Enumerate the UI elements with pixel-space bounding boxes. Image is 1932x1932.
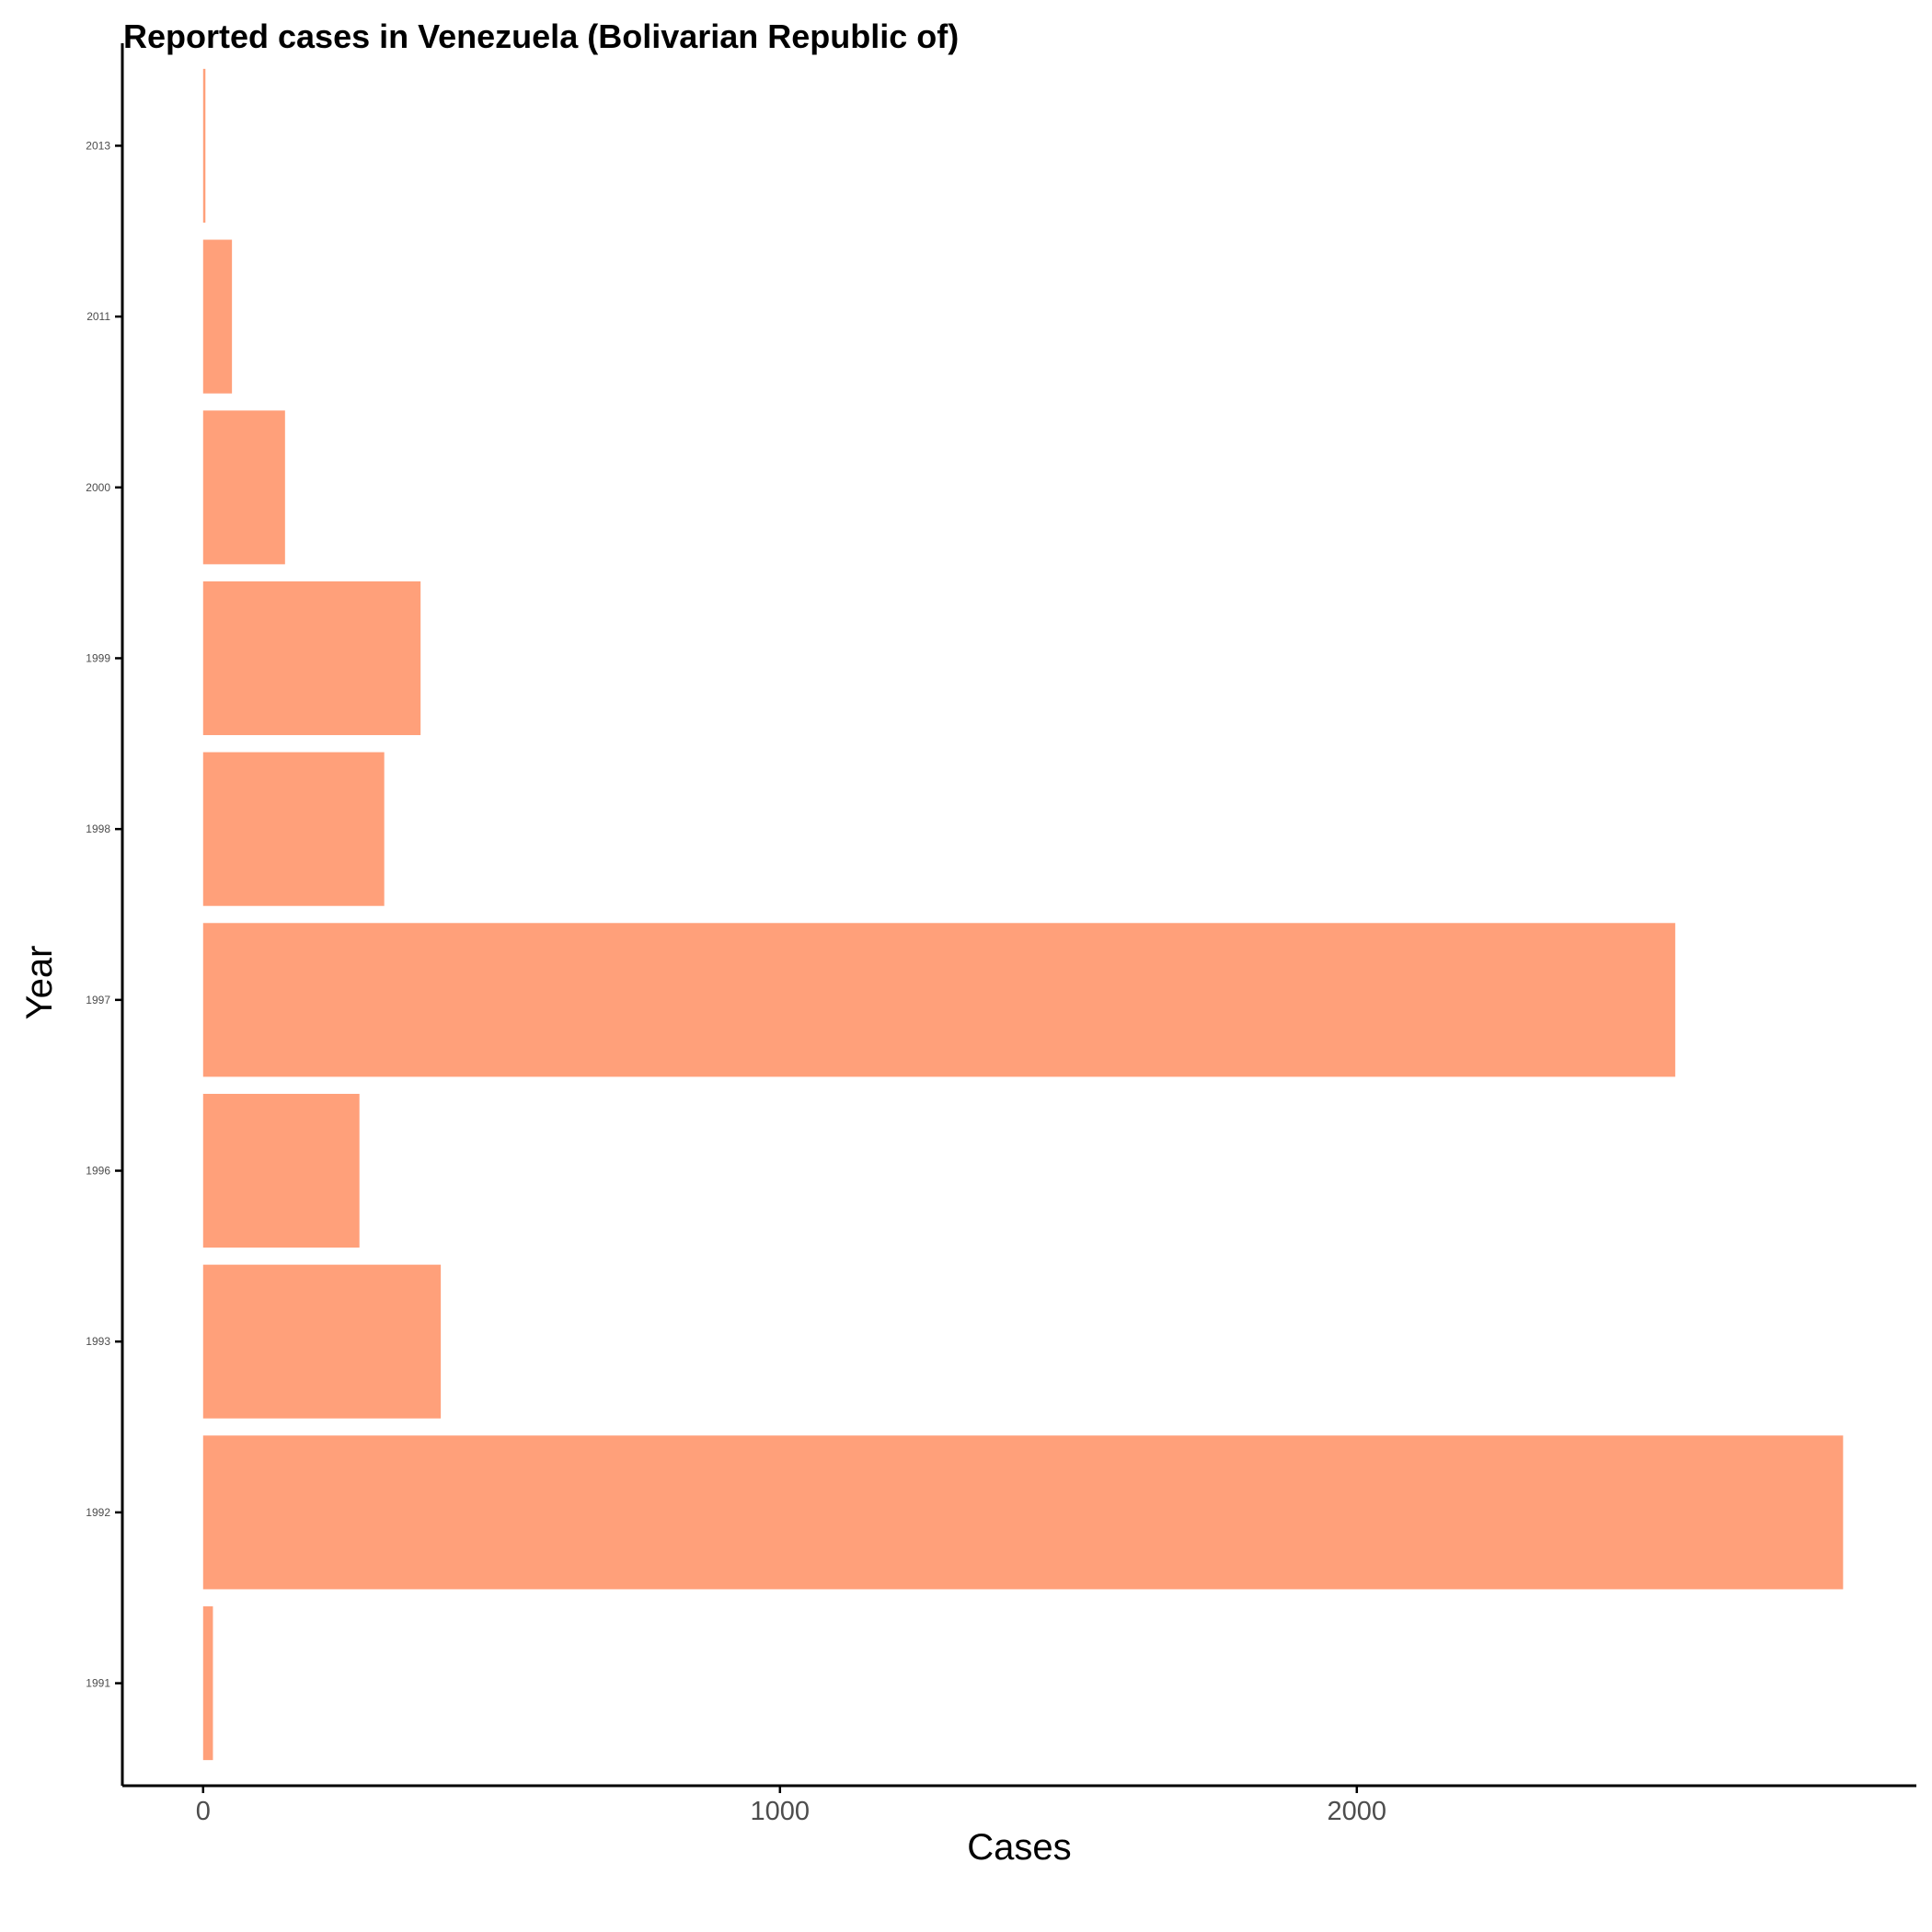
y-tick-label: 2013	[86, 139, 110, 152]
chart-title: Reported cases in Venezuela (Bolivarian …	[123, 17, 959, 55]
y-tick-label: 1999	[86, 651, 110, 664]
bar-1991	[202, 1606, 213, 1761]
bar-2000	[202, 410, 285, 565]
bar-1997	[202, 923, 1675, 1077]
bar-2013	[202, 68, 206, 223]
y-tick-label: 1996	[86, 1165, 110, 1178]
y-tick-label: 2000	[86, 481, 110, 494]
y-tick-label: 1991	[86, 1677, 110, 1690]
y-axis-title: Year	[19, 946, 60, 1020]
y-tick-label: 1997	[86, 994, 110, 1006]
bar-1998	[202, 752, 385, 906]
x-axis-title: Cases	[967, 1827, 1071, 1868]
y-tick-label: 1992	[86, 1506, 110, 1519]
x-tick-label: 2000	[1328, 1797, 1387, 1826]
x-tick-label: 1000	[751, 1797, 811, 1826]
x-axis-ticks: 0 1000 2000	[196, 1786, 1386, 1826]
bar-1992	[202, 1435, 1844, 1590]
bar-1999	[202, 581, 421, 736]
y-tick-label: 1998	[86, 822, 110, 835]
y-tick-label: 1993	[86, 1335, 110, 1348]
bar-1996	[202, 1093, 360, 1248]
bar-1993	[202, 1264, 442, 1419]
bars-group	[202, 68, 1844, 1761]
x-tick-label: 0	[196, 1797, 211, 1826]
y-tick-label: 2011	[86, 310, 110, 323]
bar-2011	[202, 239, 233, 394]
y-axis-ticks: 1991 1992 1993 1996 1997 1998 1999 2000 2011 2013	[86, 139, 122, 1690]
